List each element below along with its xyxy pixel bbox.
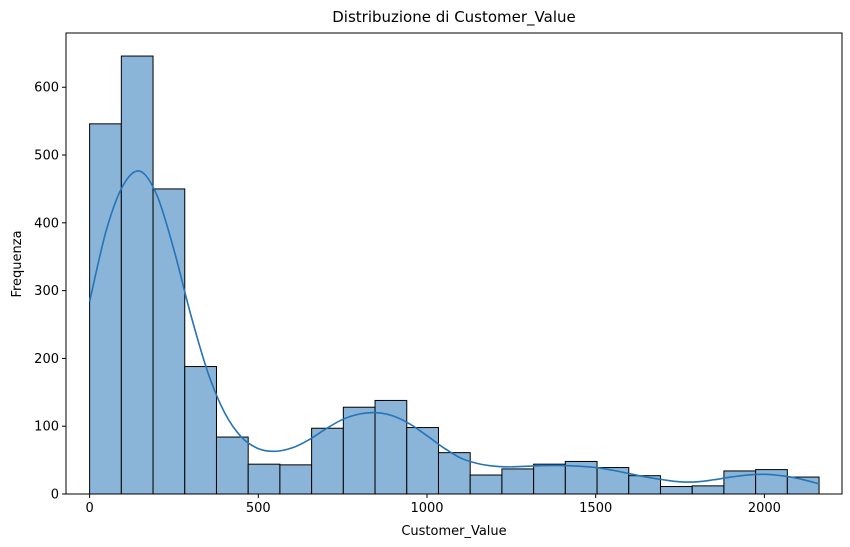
histogram-bar: [247, 463, 281, 495]
x-axis-label: Customer_Value: [401, 524, 506, 539]
chart-title: Distribuzione di Customer_Value: [332, 8, 576, 27]
y-axis-ticks: 0 100 200 300 400 500 600: [34, 81, 66, 503]
histogram-bar: [152, 188, 186, 495]
histogram-bar: [311, 427, 344, 495]
histogram-bar: [659, 486, 693, 495]
histogram-bar: [342, 406, 376, 495]
x-tick-label: 1000: [410, 501, 443, 516]
y-tick-label: 300: [34, 284, 59, 299]
histogram-bar: [755, 469, 788, 495]
histogram-bar: [89, 123, 122, 495]
y-tick-label: 100: [34, 420, 59, 435]
y-tick-label: 500: [34, 149, 59, 164]
x-tick-label: 2000: [748, 501, 781, 516]
histogram-bar: [437, 452, 471, 495]
histogram-bar: [184, 366, 217, 495]
bars-group: [89, 55, 820, 495]
x-tick-label: 1500: [579, 501, 612, 516]
x-tick-label: 0: [85, 501, 93, 516]
histogram-bar: [533, 463, 566, 495]
x-axis-ticks: 0 500 1000 1500 2000: [85, 494, 781, 516]
y-tick-label: 0: [51, 488, 59, 503]
histogram-bar: [279, 464, 313, 495]
kde-line: [88, 170, 820, 485]
histogram-bar: [596, 467, 630, 495]
kde-group: [88, 170, 820, 485]
y-axis-label: Frequenza: [10, 230, 25, 297]
histogram-bar: [120, 55, 154, 495]
histogram-bar: [691, 485, 725, 495]
histogram-bar: [501, 468, 535, 495]
histogram-bar: [215, 436, 249, 495]
plot-frame: [65, 32, 843, 495]
y-tick-label: 400: [34, 216, 59, 231]
histogram-bar: [406, 427, 439, 495]
x-tick-label: 500: [246, 501, 271, 516]
y-tick-label: 200: [34, 352, 59, 367]
histogram-bar: [469, 474, 503, 495]
y-tick-label: 600: [34, 81, 59, 96]
